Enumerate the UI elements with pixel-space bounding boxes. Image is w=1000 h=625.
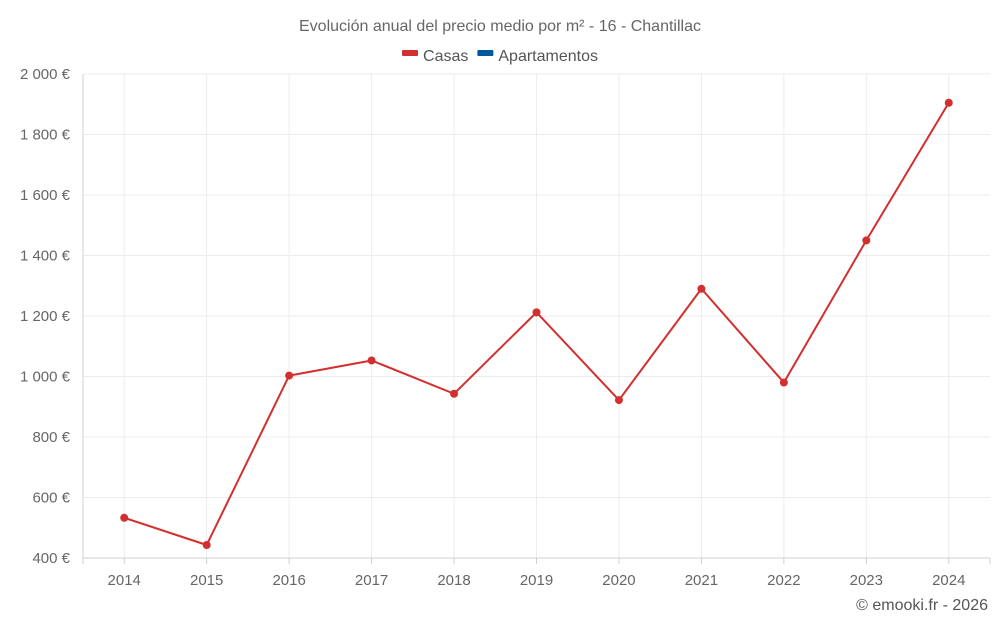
x-tick-label: 2015: [190, 572, 223, 589]
x-tick-label: 2018: [437, 572, 470, 589]
x-tick-label: 2019: [520, 572, 553, 589]
x-tick-label: 2016: [272, 572, 305, 589]
data-point[interactable]: [697, 284, 706, 293]
x-tick-label: 2020: [602, 572, 635, 589]
legend-label: Casas: [423, 48, 468, 65]
x-tick-label: 2017: [355, 572, 388, 589]
y-tick-label: 600 €: [32, 490, 70, 507]
y-tick-label: 400 €: [32, 550, 70, 567]
data-point[interactable]: [779, 378, 788, 387]
data-point[interactable]: [367, 356, 376, 365]
y-tick-label: 1 200 €: [20, 308, 71, 325]
series-layer: [120, 98, 953, 549]
data-point[interactable]: [614, 396, 623, 405]
data-point[interactable]: [202, 540, 211, 549]
x-tick-label: 2022: [767, 572, 800, 589]
data-point[interactable]: [532, 308, 541, 317]
chart-title: Evolución anual del precio medio por m² …: [299, 18, 701, 35]
x-tick-label: 2024: [932, 572, 965, 589]
legend-label: Apartamentos: [498, 48, 598, 65]
data-point[interactable]: [285, 371, 294, 380]
data-point[interactable]: [862, 236, 871, 245]
y-tick-label: 1 000 €: [20, 369, 71, 386]
legend-item-apartamentos[interactable]: Apartamentos: [477, 48, 598, 65]
data-point[interactable]: [450, 389, 459, 398]
x-tick-label: 2014: [108, 572, 141, 589]
legend: Casas Apartamentos: [402, 48, 598, 65]
x-tick-label: 2021: [685, 572, 718, 589]
data-point[interactable]: [120, 513, 129, 522]
y-tick-label: 1 600 €: [20, 187, 71, 204]
legend-swatch: [402, 50, 419, 56]
y-tick-label: 1 400 €: [20, 248, 71, 265]
y-tick-label: 800 €: [32, 429, 70, 446]
axes: 400 € 600 € 800 € 1 000 € 1 200 € 1 400 € 1 60…: [20, 66, 991, 589]
y-tick-label: 1 800 €: [20, 127, 71, 144]
legend-swatch: [477, 50, 494, 56]
copyright-text: © emooki.fr - 2026: [856, 597, 988, 614]
y-tick-label: 2 000 €: [20, 66, 71, 83]
x-tick-label: 2023: [850, 572, 883, 589]
data-point[interactable]: [944, 98, 953, 107]
legend-item-casas[interactable]: Casas: [402, 48, 468, 65]
